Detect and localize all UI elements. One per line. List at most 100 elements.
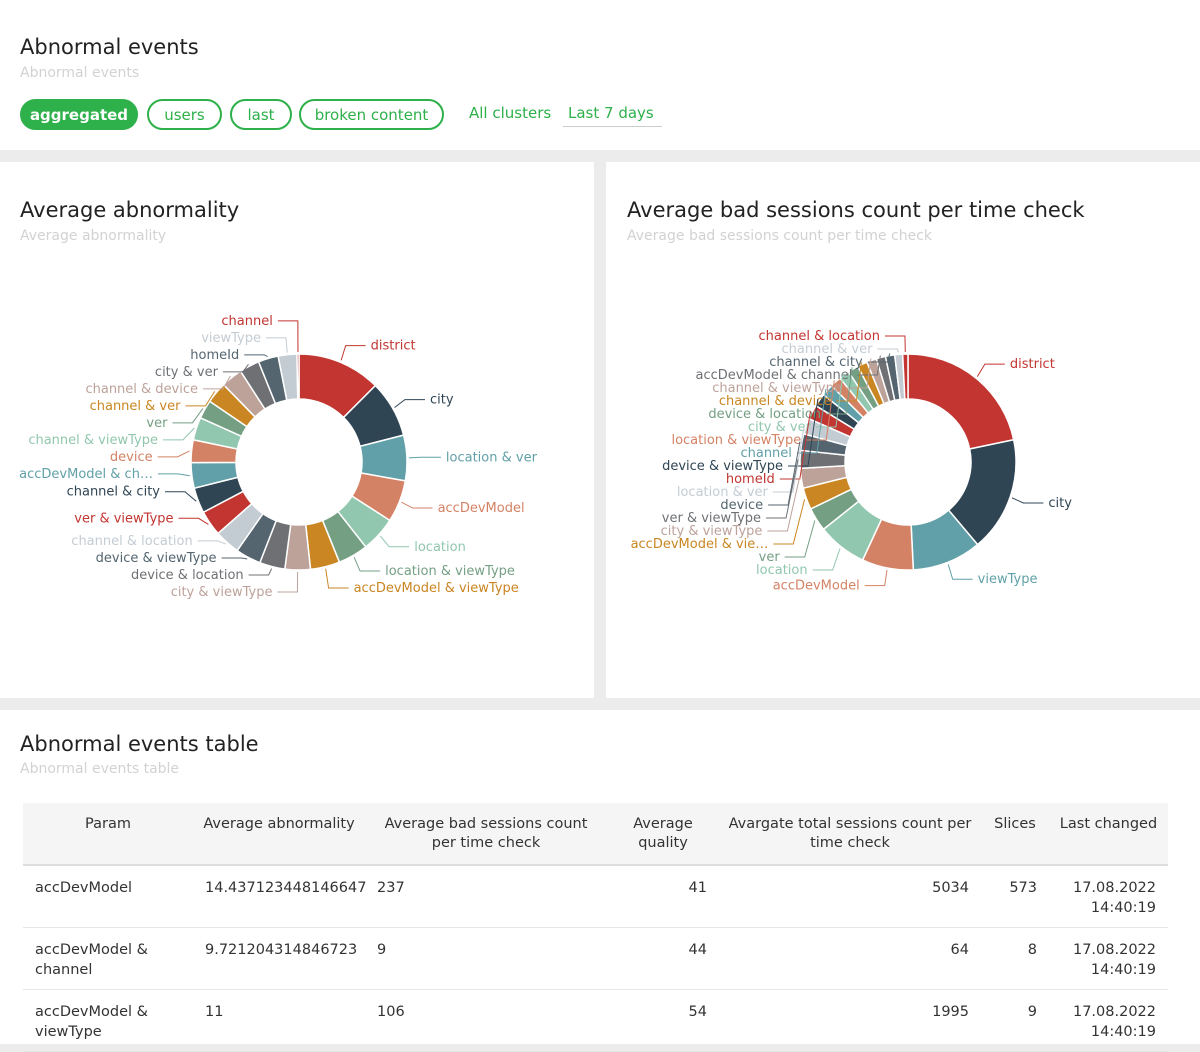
events-table: Param Average abnormality Average bad se… [23, 803, 1168, 1052]
slice-label-channel-ver: channel & ver [90, 399, 182, 414]
cell-total-sessions: 64 [719, 927, 981, 990]
label-line-location-viewtype [806, 380, 835, 441]
cell-param: accDevModel [23, 865, 193, 928]
table-row[interactable]: accDevModel & viewType 11 106 54 1995 9 … [23, 989, 1168, 1052]
cell-slices: 9 [981, 989, 1049, 1052]
label-line-accdevmodel-vie [773, 499, 806, 545]
label-line-location-viewtype [353, 557, 381, 572]
slice-label-viewtype: viewType [978, 572, 1038, 587]
label-line-channel-device [836, 362, 862, 402]
cell-slices: 573 [981, 865, 1049, 928]
cell-last-changed: 17.08.2022 14:40:19 [1049, 989, 1168, 1052]
column-header-total-sessions[interactable]: Avargate total sessions count per time c… [719, 803, 981, 866]
slice-label-device: device [720, 498, 763, 513]
label-line-channel-viewtype [846, 358, 872, 389]
slice-label-channel-device: channel & device [719, 394, 832, 409]
slice-channel-location[interactable] [901, 353, 909, 400]
slice-label-district: district [1010, 357, 1055, 372]
slice-label-accdevmodel: accDevModel [773, 579, 860, 594]
table-header-row: Param Average abnormality Average bad se… [23, 803, 1168, 866]
slice-label-location-ver: location & ver [446, 450, 538, 465]
slice-label-accdevmodel-viewtype: accDevModel & viewType [354, 581, 519, 596]
bad-sessions-chart-panel [606, 162, 1200, 698]
column-header-slices[interactable]: Slices [981, 803, 1049, 866]
slice-label-channel-device: channel & device [85, 382, 198, 397]
slice-label-location: location [414, 540, 466, 555]
label-line-homeid [779, 411, 811, 480]
slice-label-homeid: homeId [190, 348, 239, 363]
slice-label-location-ver: location & ver [677, 485, 769, 500]
column-header-param[interactable]: Param [23, 803, 193, 866]
cell-total-sessions: 1995 [719, 989, 981, 1052]
label-line-accdevmodel-viewtype [325, 568, 349, 589]
slice-label-city-viewtype: city & viewType [661, 524, 763, 539]
slice-label-channel-viewtype: channel & viewType [28, 433, 158, 448]
cell-avg-quality: 54 [607, 989, 719, 1052]
label-line-viewtype [947, 564, 973, 580]
label-line-city-ver [815, 373, 844, 428]
label-line-location [812, 548, 841, 571]
chip-broken-content[interactable]: broken content [299, 99, 444, 130]
label-line-device-viewtype [788, 398, 819, 467]
column-header-last-changed[interactable]: Last changed [1049, 803, 1168, 866]
chip-aggregated[interactable]: aggregated [20, 99, 138, 130]
cell-last-changed: 17.08.2022 14:40:19 [1049, 865, 1168, 928]
slice-label-channel-location: channel & location [71, 534, 192, 549]
slice-label-district: district [371, 339, 416, 354]
label-line-ver [784, 520, 816, 558]
label-line-location-ver [772, 425, 805, 493]
slice-label-accdevmodel-ch: accDevModel & ch… [19, 467, 153, 482]
slice-label-city: city [430, 393, 454, 408]
bad-sessions-chart-title: Average bad sessions count per time chec… [627, 198, 1085, 222]
cluster-filter[interactable]: All clusters [469, 104, 552, 122]
cell-param: accDevModel & channel [23, 927, 193, 990]
cell-avg-quality: 44 [607, 927, 719, 990]
page-header: Abnormal events Abnormal events aggregat… [0, 0, 1200, 150]
abnormality-chart-subtitle: Average abnormality [20, 228, 167, 244]
slice-label-city: city [1048, 496, 1072, 511]
slice-channel[interactable] [296, 353, 300, 400]
label-line-accdevmodel-channel [857, 355, 881, 376]
table-row[interactable]: accDevModel & channel 9.721204314846723 … [23, 927, 1168, 990]
abnormality-chart-title: Average abnormality [20, 198, 240, 222]
slice-label-viewtype: viewType [201, 331, 261, 346]
slice-label-accdevmodel: accDevModel [438, 501, 525, 516]
label-line-channel [277, 320, 299, 353]
cell-avg-quality: 41 [607, 865, 719, 928]
label-line-channel-city [867, 353, 891, 363]
chip-last[interactable]: last [230, 99, 292, 130]
label-line-channel-viewtype [162, 427, 195, 441]
label-line-city-ver [222, 364, 249, 373]
cell-avg-bad-sessions: 237 [365, 865, 607, 928]
label-line-accdevmodel [864, 569, 888, 587]
slice-label-channel-city: channel & city [769, 355, 863, 370]
events-table-title: Abnormal events table [20, 732, 259, 756]
bad-sessions-chart-subtitle: Average bad sessions count per time chec… [627, 228, 933, 244]
slice-label-device-viewtype: device & viewType [96, 551, 217, 566]
label-line-accdevmodel [401, 501, 433, 509]
slice-label-location: location [756, 563, 808, 578]
slice-label-location-viewtype: location & viewType [671, 433, 801, 448]
column-header-avg-quality[interactable]: Average quality [607, 803, 719, 866]
table-row[interactable]: accDevModel 14.437123448146647 237 41 50… [23, 865, 1168, 928]
label-line-location-ver [408, 456, 441, 459]
slice-district[interactable] [907, 353, 1015, 450]
label-line-channel-ver [185, 391, 216, 407]
slice-label-device-location: device & location [131, 568, 244, 583]
label-line-channel-device [203, 375, 231, 390]
slice-label-channel-ver: channel & ver [782, 342, 874, 357]
label-line-channel-location [197, 540, 226, 545]
cell-avg-abnormality: 14.437123448146647 [193, 865, 366, 928]
label-line-device-location [826, 367, 853, 415]
period-filter[interactable]: Last 7 days [563, 104, 662, 127]
label-line-city [1011, 497, 1044, 504]
label-line-district [976, 363, 1005, 377]
events-table-subtitle: Abnormal events table [20, 761, 180, 777]
cell-avg-abnormality: 11 [193, 989, 365, 1052]
label-line-device [157, 450, 190, 458]
column-header-avg-bad-sessions[interactable]: Average bad sessions count per time chec… [365, 803, 607, 866]
label-line-channel-city [165, 491, 197, 502]
chip-users[interactable]: users [147, 99, 222, 130]
column-header-avg-abnormality[interactable]: Average abnormality [193, 803, 365, 866]
slice-label-channel-viewtype: channel & viewType [712, 381, 842, 396]
